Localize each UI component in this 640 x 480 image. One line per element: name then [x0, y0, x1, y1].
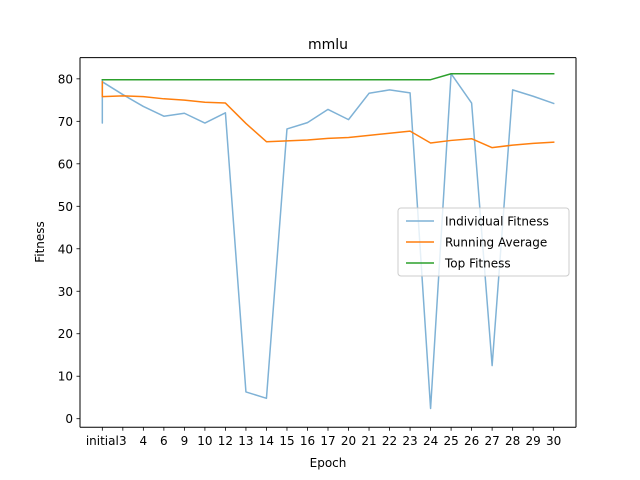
- y-tick-label: 30: [58, 285, 73, 299]
- y-tick-label: 10: [58, 370, 73, 384]
- x-tick-label: 20: [341, 434, 356, 448]
- legend: Individual Fitness Running Average Top Fit…: [397, 207, 570, 277]
- x-tick-label: 27: [484, 434, 499, 448]
- y-axis-ticks: 0 10 20 30 40 50 60 70 80: [58, 72, 80, 426]
- x-tick-label: 29: [526, 434, 541, 448]
- series-layer: [101, 72, 555, 410]
- x-tick-label: 22: [382, 434, 397, 448]
- y-tick-label: 20: [58, 327, 73, 341]
- y-tick-label: 70: [58, 115, 73, 129]
- x-tick-label: 6: [160, 434, 168, 448]
- x-tick-label: 10: [197, 434, 212, 448]
- series-line-3: [101, 72, 555, 81]
- series-line-2: [101, 81, 555, 149]
- x-axis-ticks: initial 3 4 6 9 10 12 13 14 15 16 17 20 21 22 23 24 25 26 2…: [86, 427, 561, 448]
- y-tick-label: 40: [58, 242, 73, 256]
- x-axis-label: Epoch: [310, 456, 347, 470]
- x-tick-label: 26: [464, 434, 479, 448]
- axes-frame: [79, 57, 577, 428]
- x-tick-label: 24: [423, 434, 438, 448]
- x-tick-label: initial: [86, 434, 119, 448]
- x-tick-label: 14: [259, 434, 274, 448]
- y-tick-label: 60: [58, 157, 73, 171]
- y-tick-label: 50: [58, 200, 73, 214]
- x-tick-label: 15: [279, 434, 294, 448]
- x-tick-label: 25: [443, 434, 458, 448]
- legend-label: Running Average: [445, 236, 547, 250]
- x-tick-label: 3: [119, 434, 127, 448]
- legend-label: Individual Fitness: [445, 215, 549, 229]
- x-tick-label: 16: [300, 434, 315, 448]
- x-tick-label: 9: [181, 434, 189, 448]
- y-axis-label: Fitness: [33, 221, 47, 263]
- x-tick-label: 13: [238, 434, 253, 448]
- legend-label: Top Fitness: [444, 257, 511, 271]
- chart-title: mmlu: [308, 37, 348, 53]
- x-tick-label: 30: [546, 434, 561, 448]
- x-tick-label: 21: [361, 434, 376, 448]
- y-tick-label: 0: [65, 412, 73, 426]
- y-tick-label: 80: [58, 72, 73, 86]
- x-tick-label: 4: [140, 434, 148, 448]
- x-tick-label: 23: [402, 434, 417, 448]
- legend-box: [397, 207, 570, 277]
- x-tick-label: 17: [320, 434, 335, 448]
- x-tick-label: 28: [505, 434, 520, 448]
- series-line-1: [101, 72, 555, 410]
- x-tick-label: 12: [218, 434, 233, 448]
